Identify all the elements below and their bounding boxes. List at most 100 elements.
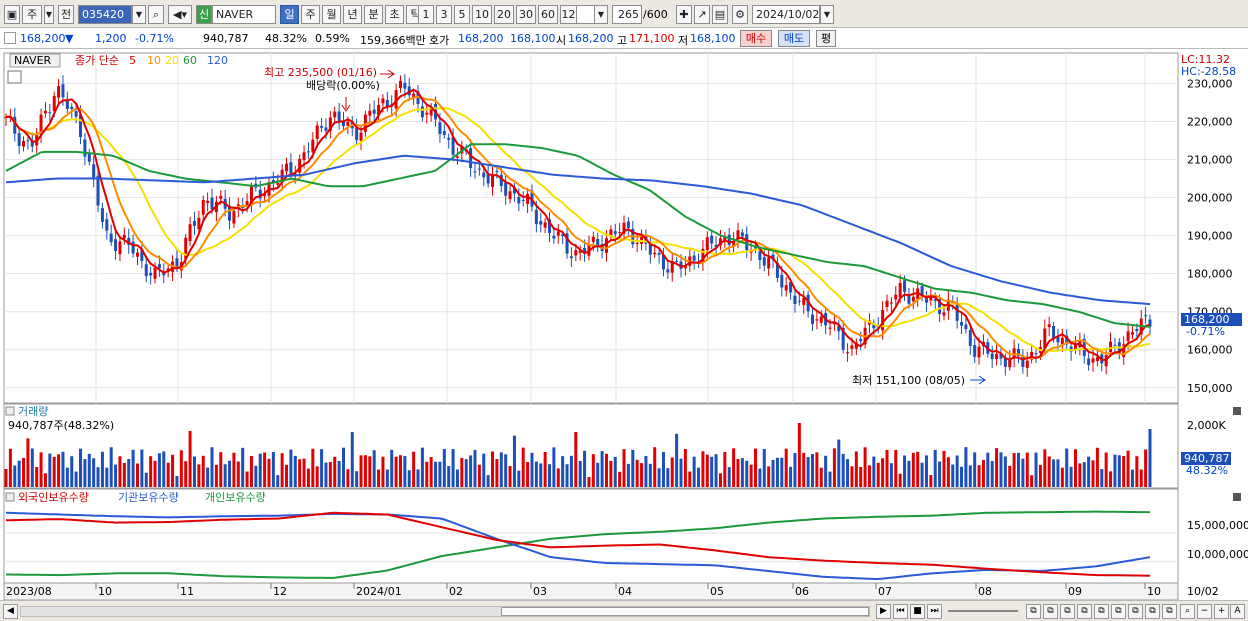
tool-g-icon[interactable]: ⧉	[1128, 604, 1143, 619]
tool-h-icon[interactable]: ⧉	[1145, 604, 1160, 619]
candle-body	[420, 106, 424, 118]
candle-body	[175, 258, 179, 267]
legend-ma-5[interactable]: 5	[129, 54, 136, 67]
volume-bar	[293, 455, 297, 487]
tool-c-icon[interactable]: ⧉	[1060, 604, 1075, 619]
interval-button-1[interactable]: 3	[436, 5, 452, 24]
price-ytick: 210,000	[1187, 154, 1233, 167]
candle-body	[65, 99, 69, 109]
volume-bar	[70, 456, 74, 487]
gear-icon[interactable]: ⚙	[732, 5, 748, 24]
volume-panel-icon[interactable]	[5, 406, 15, 416]
period-unit-select[interactable]: 주	[22, 5, 42, 24]
volume-bar	[727, 467, 731, 487]
volume-bar	[438, 461, 442, 487]
interval-button-6[interactable]: 60	[538, 5, 558, 24]
candle-body	[109, 233, 113, 243]
period-button-5[interactable]: 초	[385, 5, 404, 24]
last-icon[interactable]: ⏭	[927, 604, 942, 619]
prev-button[interactable]: 전	[58, 5, 74, 24]
tool-f-icon[interactable]: ⧉	[1111, 604, 1126, 619]
period-button-1[interactable]: 주	[301, 5, 320, 24]
volume-bar	[232, 452, 236, 487]
volume-close-icon[interactable]	[1233, 407, 1241, 415]
period-button-3[interactable]: 년	[343, 5, 362, 24]
volume-bar	[631, 449, 635, 487]
volume-bar	[206, 467, 210, 487]
volume-bar	[863, 447, 867, 487]
period-button-0[interactable]: 일	[280, 5, 299, 24]
interval-button-4[interactable]: 20	[494, 5, 514, 24]
first-icon[interactable]: ⏮	[893, 604, 908, 619]
tool-a-icon[interactable]: ⧉	[1026, 604, 1041, 619]
stock-name-field[interactable]: NAVER	[212, 5, 276, 24]
zoom-out-icon[interactable]: −	[1197, 604, 1212, 619]
tool-e-icon[interactable]: ⧉	[1094, 604, 1109, 619]
font-size-icon[interactable]: A	[1230, 604, 1245, 619]
stock-code-input[interactable]: 035420	[78, 5, 132, 24]
zoom-in-icon[interactable]: +	[1214, 604, 1229, 619]
scroll-track[interactable]	[20, 606, 870, 617]
candle-body	[403, 82, 407, 89]
candle-body	[596, 238, 600, 247]
volume-bar	[710, 456, 714, 487]
period-button-4[interactable]: 분	[364, 5, 383, 24]
code-dropdown-icon[interactable]: ▼	[132, 5, 146, 24]
save-icon[interactable]: ▤	[712, 5, 728, 24]
candle-body	[841, 327, 845, 350]
tool-b-icon[interactable]: ⧉	[1043, 604, 1058, 619]
volume-bar	[179, 450, 183, 487]
candle-body	[39, 114, 43, 135]
stop-icon[interactable]: ■	[910, 604, 925, 619]
expand-icon[interactable]	[4, 32, 16, 44]
layout-icon[interactable]: ▣	[4, 5, 20, 24]
legend-ma-120[interactable]: 120	[207, 54, 228, 67]
legend-ma-20[interactable]: 20	[165, 54, 179, 67]
interval-dropdown-icon[interactable]: ▼	[594, 5, 608, 24]
candle-body	[894, 294, 898, 300]
high-label: 고	[617, 34, 628, 47]
volume-bar	[48, 453, 52, 487]
volume-bar	[236, 461, 240, 487]
speaker-icon[interactable]: ◀▾	[168, 5, 192, 24]
volume-bar	[131, 449, 135, 487]
crosshair-icon[interactable]: ✚	[676, 5, 692, 24]
volume-bar	[548, 464, 552, 487]
scroll-left-icon[interactable]: ◀	[3, 604, 18, 619]
candle-body	[569, 256, 573, 259]
draw-tool-icon[interactable]: ↗	[694, 5, 710, 24]
tool-i-icon[interactable]: ⧉	[1162, 604, 1177, 619]
holdings-close-icon[interactable]	[1233, 493, 1241, 501]
volume-bar	[867, 465, 871, 487]
candle-body	[495, 171, 499, 173]
buy-button[interactable]: 매수	[740, 30, 772, 47]
dropdown-icon[interactable]: ▼	[44, 5, 54, 24]
volume-bar	[504, 454, 508, 487]
candle-body	[775, 262, 779, 278]
scroll-right-icon[interactable]: ▶	[876, 604, 891, 619]
date-input[interactable]: 2024/10/02	[752, 5, 820, 24]
volume-bar	[87, 453, 91, 487]
scroll-thumb[interactable]	[501, 607, 869, 616]
search-icon[interactable]: ⌕	[148, 5, 164, 24]
count-input[interactable]: 265	[612, 5, 642, 24]
legend-ma-60[interactable]: 60	[183, 54, 197, 67]
zoom-icon[interactable]: ⌕	[1180, 604, 1195, 619]
sin-badge[interactable]: 신	[196, 5, 212, 24]
sell-button[interactable]: 매도	[778, 30, 810, 47]
interval-button-5[interactable]: 30	[516, 5, 536, 24]
zoom-slider[interactable]	[948, 610, 1018, 612]
holdings-panel-icon[interactable]	[5, 492, 15, 502]
interval-button-3[interactable]: 10	[472, 5, 492, 24]
date-dropdown-icon[interactable]: ▼	[820, 5, 834, 24]
grid-toggle-icon[interactable]	[7, 70, 22, 84]
eval-button[interactable]: 평	[816, 30, 836, 47]
candle-body	[398, 80, 402, 89]
interval-button-0[interactable]: 1	[418, 5, 434, 24]
candle-body	[850, 345, 854, 349]
chart-svg[interactable]: 230,000 220,000 210,000 200,000 190,000 180,0…	[0, 49, 1248, 602]
tool-d-icon[interactable]: ⧉	[1077, 604, 1092, 619]
legend-ma-10[interactable]: 10	[147, 54, 161, 67]
period-button-2[interactable]: 월	[322, 5, 341, 24]
interval-button-2[interactable]: 5	[454, 5, 470, 24]
